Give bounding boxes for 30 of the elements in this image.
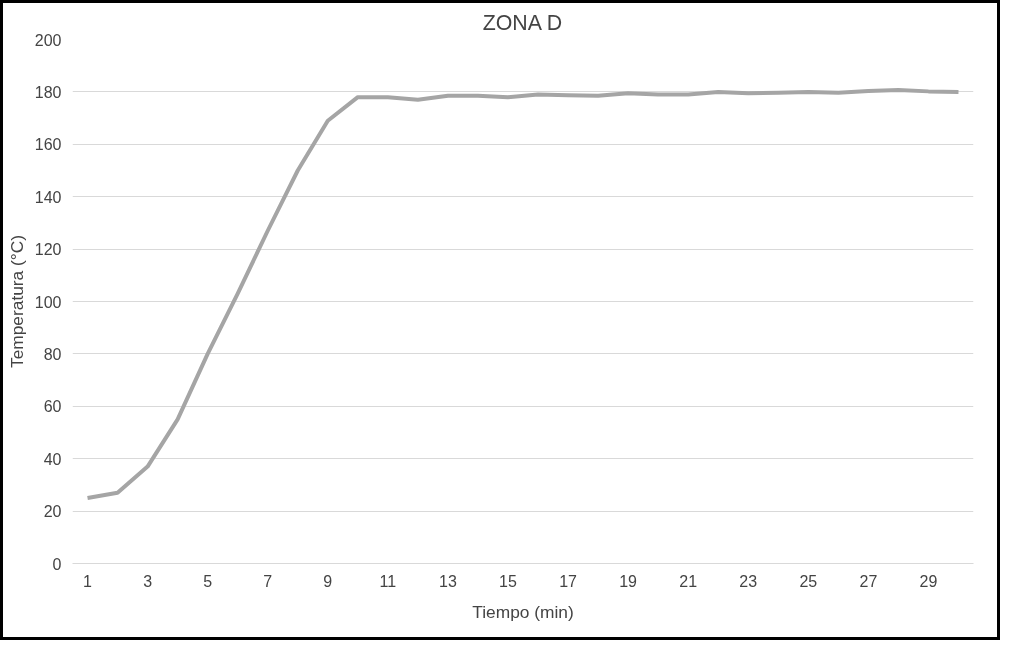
y-tick-label: 100 bbox=[34, 293, 62, 311]
x-tick-label: 29 bbox=[919, 572, 938, 590]
y-axis-title: Temperatura (°C) bbox=[6, 234, 27, 369]
x-tick-label: 11 bbox=[379, 572, 397, 590]
x-tick-label: 3 bbox=[143, 572, 153, 590]
y-tick-label: 80 bbox=[43, 345, 62, 363]
x-tick-label: 23 bbox=[739, 572, 758, 590]
x-tick-label: 9 bbox=[323, 572, 333, 590]
y-tick-label: 0 bbox=[52, 555, 62, 573]
y-tick-label: 60 bbox=[43, 398, 62, 416]
y-tick-label: 120 bbox=[34, 241, 62, 259]
y-tick-label: 20 bbox=[43, 503, 62, 521]
x-axis-title: Tiempo (min) bbox=[472, 601, 574, 622]
chart-title: ZONA D bbox=[482, 10, 563, 35]
x-tick-label: 15 bbox=[499, 572, 517, 590]
y-tick-label: 140 bbox=[34, 188, 62, 206]
x-tick-label: 27 bbox=[859, 572, 878, 590]
x-tick-label: 1 bbox=[83, 572, 93, 590]
x-tick-label: 21 bbox=[679, 572, 698, 590]
x-tick-label: 5 bbox=[203, 572, 213, 590]
x-tick-label: 13 bbox=[439, 572, 457, 590]
y-tick-label: 200 bbox=[34, 31, 62, 49]
x-tick-label: 19 bbox=[619, 572, 638, 590]
line-series bbox=[85, 88, 961, 500]
x-tick-label: 7 bbox=[263, 572, 273, 590]
y-tick-label: 40 bbox=[43, 450, 62, 468]
y-tick-label: 160 bbox=[34, 136, 62, 154]
x-tick-label: 25 bbox=[799, 572, 818, 590]
x-tick-label: 17 bbox=[559, 572, 578, 590]
y-tick-label: 180 bbox=[34, 83, 62, 101]
